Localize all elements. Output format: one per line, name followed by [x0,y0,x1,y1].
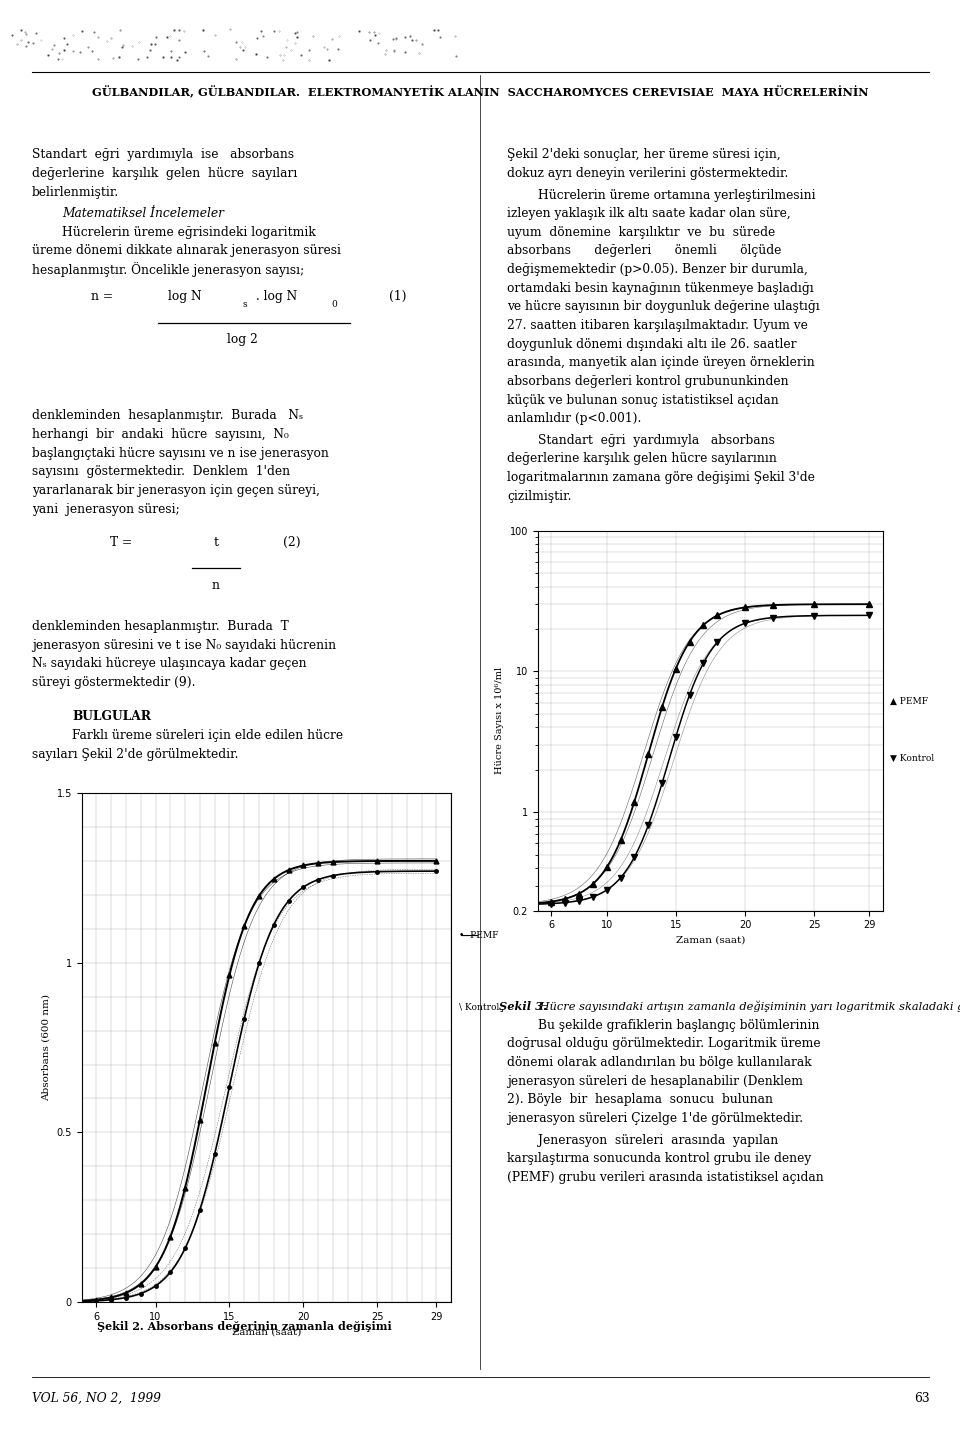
Text: Şekil 2. Absorbans değerinin zamanla değişimi: Şekil 2. Absorbans değerinin zamanla değ… [97,1321,393,1332]
Text: dokuz ayrı deneyin verilerini göstermektedir.: dokuz ayrı deneyin verilerini göstermekt… [507,166,788,181]
Text: denkleminden  hesaplanmıştır.  Burada   Nₛ: denkleminden hesaplanmıştır. Burada Nₛ [32,409,303,423]
Text: başlangıçtaki hücre sayısını ve n ise jenerasyon: başlangıçtaki hücre sayısını ve n ise je… [32,446,328,460]
Text: izleyen yaklaşık ilk altı saate kadar olan süre,: izleyen yaklaşık ilk altı saate kadar ol… [507,206,791,221]
Text: 27. saatten itibaren karşılaşılmaktadır. Uyum ve: 27. saatten itibaren karşılaşılmaktadır.… [507,318,807,333]
Text: Hücre sayısındaki artışın zamanla değişiminin yarı logaritmik skaladaki görünümü: Hücre sayısındaki artışın zamanla değişi… [536,1001,960,1012]
Text: anlamlıdır (p<0.001).: anlamlıdır (p<0.001). [507,412,641,426]
Text: ▲ PEMF: ▲ PEMF [890,697,928,706]
Text: Bu şekilde grafiklerin başlangıç bölümlerinin: Bu şekilde grafiklerin başlangıç bölümle… [538,1018,819,1032]
Text: Hücrelerin üreme ortamına yerleştirilmesini: Hücrelerin üreme ortamına yerleştirilmes… [538,188,815,202]
Text: Şekil 2'deki sonuçlar, her üreme süresi için,: Şekil 2'deki sonuçlar, her üreme süresi … [507,148,780,162]
Text: log 2: log 2 [228,333,258,347]
Text: GÜLBANDILAR, GÜLBANDILAR.  ELEKTROMANYETİK ALANIN  SACCHAROMYCES CEREVISIAE  MAY: GÜLBANDILAR, GÜLBANDILAR. ELEKTROMANYETİ… [92,86,868,99]
Text: uyum  dönemine  karşılıktır  ve  bu  sürede: uyum dönemine karşılıktır ve bu sürede [507,225,775,239]
Text: jenerasyon süresini ve t ise N₀ sayıdaki hücrenin: jenerasyon süresini ve t ise N₀ sayıdaki… [32,638,336,652]
Text: Farklı üreme süreleri için elde edilen hücre: Farklı üreme süreleri için elde edilen h… [72,728,343,743]
Text: doğrusal olduğu görülmektedir. Logaritmik üreme: doğrusal olduğu görülmektedir. Logaritmi… [507,1037,821,1051]
Text: n =: n = [91,290,113,304]
Y-axis label: Absorbans (600 nm): Absorbans (600 nm) [42,994,51,1101]
Text: sayısını  göstermektedir.  Denklem  1'den: sayısını göstermektedir. Denklem 1'den [32,465,290,479]
Text: \ Kontrol: \ Kontrol [459,1002,499,1011]
Text: Standart  eğri  yardımıyla   absorbans: Standart eğri yardımıyla absorbans [538,433,775,447]
Text: BULGULAR: BULGULAR [72,710,151,724]
Y-axis label: Hücre Sayısı x 10⁶/ml: Hücre Sayısı x 10⁶/ml [495,667,504,774]
Text: . log N: . log N [252,290,297,304]
Text: (1): (1) [389,290,406,304]
Text: karşılaştırma sonucunda kontrol grubu ile deney: karşılaştırma sonucunda kontrol grubu il… [507,1152,811,1166]
Text: 0: 0 [331,300,337,308]
Text: n: n [212,578,220,592]
Text: yani  jenerasyon süresi;: yani jenerasyon süresi; [32,502,180,516]
Text: t: t [213,535,219,549]
Text: log N: log N [168,290,202,304]
Text: absorbans değerleri kontrol grubununkinden: absorbans değerleri kontrol grubununkind… [507,374,788,389]
Text: 63: 63 [914,1391,929,1405]
Text: Jenerasyon  süreleri  arasında  yapılan: Jenerasyon süreleri arasında yapılan [538,1133,778,1147]
Text: sayıları Şekil 2'de görülmektedir.: sayıları Şekil 2'de görülmektedir. [32,747,238,761]
Text: (PEMF) grubu verileri arasında istatistiksel açıdan: (PEMF) grubu verileri arasında istatisti… [507,1170,824,1184]
Text: T =: T = [110,535,132,549]
Text: ve hücre sayısının bir doygunluk değerine ulaştığı: ve hücre sayısının bir doygunluk değerin… [507,300,820,314]
Text: değişmemektedir (p>0.05). Benzer bir durumla,: değişmemektedir (p>0.05). Benzer bir dur… [507,262,807,277]
Text: dönemi olarak adlandırılan bu bölge kullanılarak: dönemi olarak adlandırılan bu bölge kull… [507,1055,811,1070]
Text: s: s [243,300,248,308]
Text: absorbans      değerleri      önemli      ölçüde: absorbans değerleri önemli ölçüde [507,244,781,258]
Text: doygunluk dönemi dışındaki altı ile 26. saatler: doygunluk dönemi dışındaki altı ile 26. … [507,337,797,351]
X-axis label: Zaman (saat): Zaman (saat) [231,1328,301,1336]
Text: Şekil 3.: Şekil 3. [499,1001,547,1012]
Text: çizilmiştir.: çizilmiştir. [507,489,571,503]
Text: üreme dönemi dikkate alınarak jenerasyon süresi: üreme dönemi dikkate alınarak jenerasyon… [32,244,341,258]
X-axis label: Zaman (saat): Zaman (saat) [676,936,745,945]
Text: Hücrelerin üreme eğrisindeki logaritmik: Hücrelerin üreme eğrisindeki logaritmik [62,225,316,239]
Text: jenerasyon süreleri de hesaplanabilir (Denklem: jenerasyon süreleri de hesaplanabilir (D… [507,1074,803,1088]
Text: Matematiksel İncelemeler: Matematiksel İncelemeler [62,206,225,221]
Text: değerlerine karşılık gelen hücre sayılarının: değerlerine karşılık gelen hücre sayılar… [507,452,777,466]
Text: ortamdaki besin kaynağının tükenmeye başladığı: ortamdaki besin kaynağının tükenmeye baş… [507,281,814,295]
Text: ▼ Kontrol: ▼ Kontrol [890,754,934,763]
Text: hesaplanmıştır. Öncelikle jenerasyon sayısı;: hesaplanmıştır. Öncelikle jenerasyon say… [32,262,304,277]
Text: küçük ve bulunan sonuç istatistiksel açıdan: küçük ve bulunan sonuç istatistiksel açı… [507,393,779,407]
Text: değerlerine  karşılık  gelen  hücre  sayıları: değerlerine karşılık gelen hücre sayılar… [32,166,297,181]
Text: belirlenmiştir.: belirlenmiştir. [32,185,119,199]
Text: 2). Böyle  bir  hesaplama  sonucu  bulunan: 2). Böyle bir hesaplama sonucu bulunan [507,1093,773,1107]
Text: VOL 56, NO 2,  1999: VOL 56, NO 2, 1999 [32,1391,160,1405]
Text: denkleminden hesaplanmıştır.  Burada  T: denkleminden hesaplanmıştır. Burada T [32,619,288,634]
Text: süreyi göstermektedir (9).: süreyi göstermektedir (9). [32,675,195,690]
Text: (2): (2) [283,535,300,549]
Text: yararlanarak bir jenerasyon için geçen süreyi,: yararlanarak bir jenerasyon için geçen s… [32,483,320,498]
Text: jenerasyon süreleri Çizelge 1'de görülmektedir.: jenerasyon süreleri Çizelge 1'de görülme… [507,1111,803,1126]
Text: arasında, manyetik alan içinde üreyen örneklerin: arasında, manyetik alan içinde üreyen ör… [507,356,815,370]
Text: logaritmalarının zamana göre değişimi Şekil 3'de: logaritmalarının zamana göre değişimi Şe… [507,470,815,485]
Text: herhangi  bir  andaki  hücre  sayısını,  N₀: herhangi bir andaki hücre sayısını, N₀ [32,427,289,442]
Text: Nₛ sayıdaki hücreye ulaşıncaya kadar geçen: Nₛ sayıdaki hücreye ulaşıncaya kadar geç… [32,657,306,671]
Text: Standart  eğri  yardımıyla  ise   absorbans: Standart eğri yardımıyla ise absorbans [32,148,294,162]
Text: •  PEMF: • PEMF [459,931,498,941]
